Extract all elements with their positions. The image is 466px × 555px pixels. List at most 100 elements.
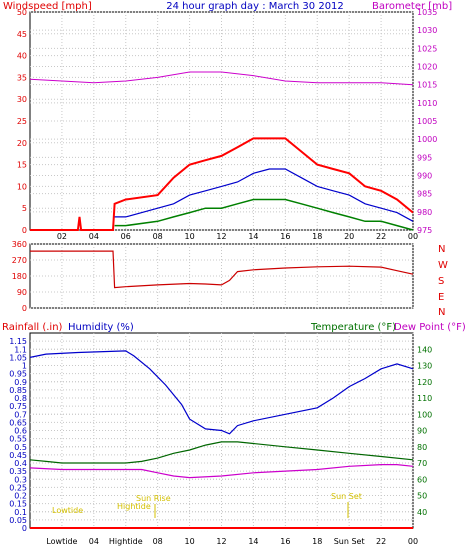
left-tick-label: 0.9 [14, 378, 27, 387]
x-tick-label: 16 [280, 537, 290, 546]
x-tick-label: 18 [312, 537, 322, 546]
humidity-line [29, 350, 414, 435]
wind-min-line [114, 198, 414, 231]
temperature-axis-label: Temperature (°F) [310, 322, 396, 333]
temperature-line [29, 441, 414, 464]
left-tick-label: 0.5 [14, 443, 27, 452]
left-tick-label: 0.3 [14, 475, 27, 484]
left-tick-label: 1.15 [9, 337, 27, 346]
left-tick-label: 0.75 [9, 402, 27, 411]
right-tick-label: 980 [417, 208, 432, 217]
left-tick-label: 35 [17, 73, 27, 82]
x-tick-label: 12 [216, 232, 226, 241]
x-tick-label: 00 [408, 537, 418, 546]
right-tick-label: 1030 [417, 26, 437, 35]
left-tick-label: 0.8 [14, 394, 27, 403]
right-tick-label: 1025 [417, 44, 437, 53]
left-tick-label: 0.35 [9, 467, 27, 476]
panel2-grid [30, 243, 414, 309]
x-tick-label: 20 [344, 232, 354, 241]
x-tick-label: 08 [153, 537, 163, 546]
x-tick-label: Lowtide [46, 537, 77, 546]
x-tick-label: Hightide [109, 537, 143, 546]
left-tick-label: 0 [22, 226, 27, 235]
right-tick-label: 60 [417, 475, 427, 484]
x-tick-label: 22 [376, 232, 386, 241]
barometer-axis-label: Barometer [mb] [372, 1, 452, 12]
windspeed-axis-label: Windspeed [mph] [3, 1, 92, 12]
right-tick-label: 1000 [417, 135, 437, 144]
direction-letter-n-bottom: N [438, 307, 445, 318]
dewpoint-axis-label: Dew Point (°F) [394, 322, 466, 333]
left-tick-label: 0.55 [9, 435, 27, 444]
left-tick-label: 90 [17, 288, 27, 297]
left-tick-label: 0.05 [9, 516, 27, 525]
left-tick-label: 0 [22, 524, 27, 533]
left-tick-label: 25 [17, 117, 27, 126]
wind-direction-line [30, 250, 414, 289]
x-tick-label: 04 [89, 537, 99, 546]
right-tick-label: 50 [417, 492, 427, 501]
x-tick-label: 14 [248, 537, 258, 546]
left-tick-label: 0.6 [14, 427, 27, 436]
right-tick-label: 90 [417, 427, 427, 436]
left-tick-label: 15 [17, 161, 27, 170]
x-tick-label: 14 [248, 232, 258, 241]
right-tick-label: 995 [417, 153, 432, 162]
right-tick-label: 120 [417, 378, 432, 387]
right-tick-label: 975 [417, 226, 432, 235]
x-tick-label: 12 [216, 537, 226, 546]
left-tick-label: 0.65 [9, 418, 27, 427]
direction-letter-e: E [438, 292, 444, 303]
left-tick-label: 270 [12, 256, 27, 265]
annotation-lowtide: Lowtide [52, 506, 83, 515]
annotation-hightide: Hightide [117, 502, 151, 511]
right-tick-label: 1035 [417, 8, 437, 17]
left-tick-label: 0.45 [9, 451, 27, 460]
axis-ticks: 02 04 06 08 10 12 14 16 18 20 22 000510152025303540… [9, 8, 437, 546]
left-tick-label: 0.2 [14, 492, 27, 501]
left-tick-label: 1.1 [14, 345, 27, 354]
x-tick-label: Sun Set [334, 537, 365, 546]
series-lines [29, 71, 414, 529]
right-tick-label: 985 [417, 190, 432, 199]
x-tick-label: 00 [408, 232, 418, 241]
left-tick-label: 0.7 [14, 410, 27, 419]
right-tick-label: 130 [417, 362, 432, 371]
left-tick-label: 0.85 [9, 386, 27, 395]
left-tick-label: 5 [22, 204, 27, 213]
x-tick-label: 22 [376, 537, 386, 546]
x-tick-label: 16 [280, 232, 290, 241]
right-tick-label: 140 [417, 345, 432, 354]
left-tick-label: 1 [22, 362, 27, 371]
left-tick-label: 0.4 [14, 459, 27, 468]
direction-letter-n-top: N [438, 244, 445, 255]
x-tick-label: 06 [121, 232, 131, 241]
right-tick-label: 990 [417, 172, 432, 181]
dewpoint-line [29, 464, 414, 479]
right-tick-label: 1010 [417, 99, 437, 108]
left-tick-label: 20 [17, 139, 27, 148]
right-tick-label: 40 [417, 508, 427, 517]
barometer-line [29, 71, 414, 86]
left-tick-label: 1.05 [9, 353, 27, 362]
direction-letter-s: S [438, 276, 444, 287]
wind-avg-line [114, 168, 414, 222]
left-tick-label: 40 [17, 52, 27, 61]
left-tick-label: 0.25 [9, 483, 27, 492]
right-tick-label: 110 [417, 394, 432, 403]
direction-letter-w: W [438, 260, 448, 271]
left-tick-label: 0.15 [9, 500, 27, 509]
rainfall-axis-label: Rainfall (.in) [2, 322, 63, 333]
wind-gust-line [30, 137, 414, 231]
graph-title: 24 hour graph day : March 30 2012 [166, 1, 344, 12]
x-tick-label: 02 [57, 232, 67, 241]
x-tick-label: 04 [89, 232, 99, 241]
humidity-axis-label: Humidity (%) [68, 322, 134, 333]
left-tick-label: 45 [17, 30, 27, 39]
right-tick-label: 1015 [417, 81, 437, 90]
left-tick-label: 0 [22, 304, 27, 313]
right-tick-label: 80 [417, 443, 427, 452]
panel1-grid [30, 11, 414, 231]
